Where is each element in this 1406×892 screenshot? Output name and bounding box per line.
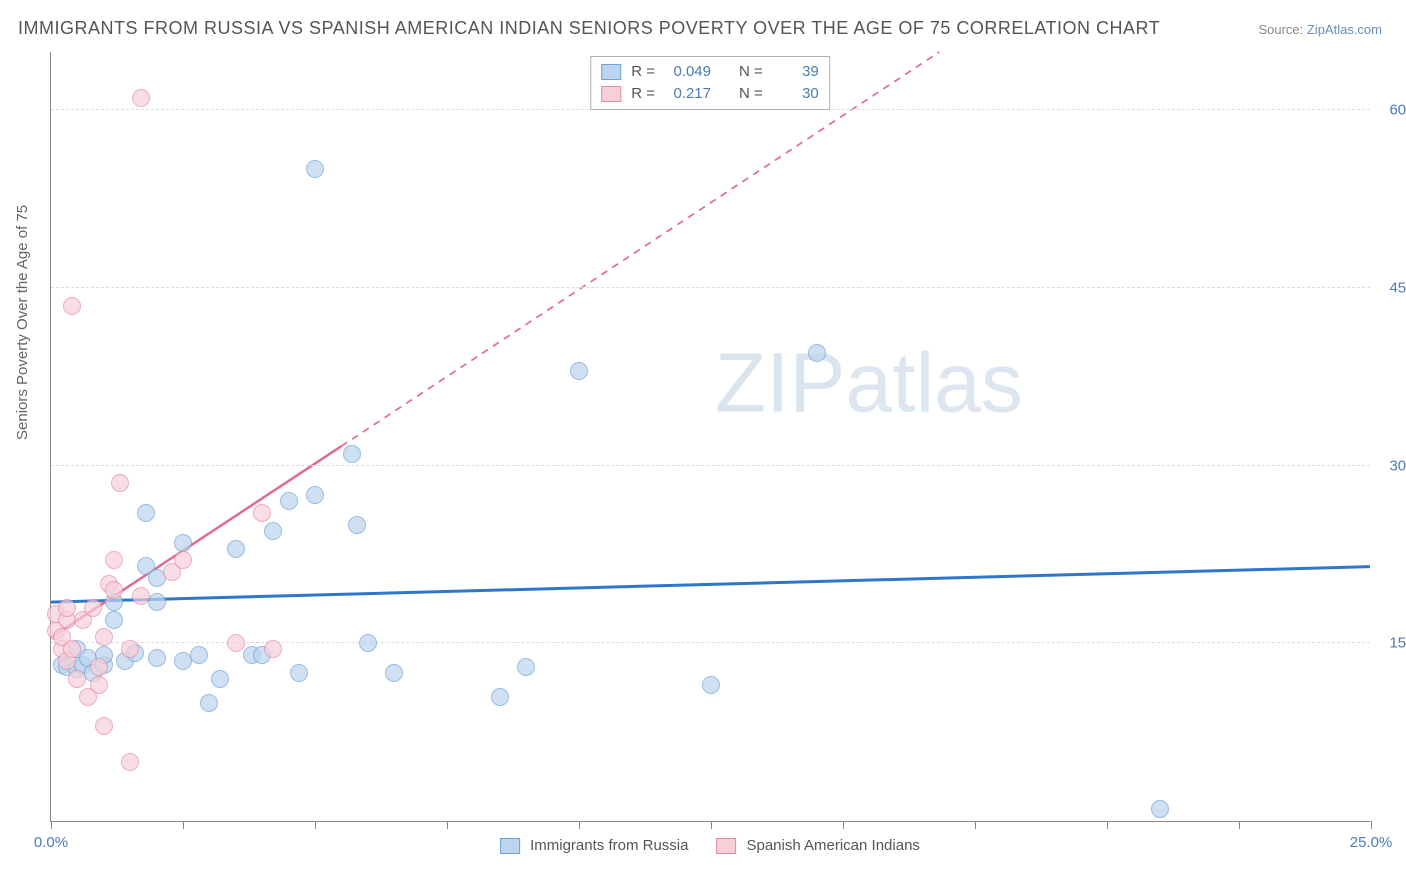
x-tick xyxy=(1371,821,1372,829)
x-tick-label: 25.0% xyxy=(1350,834,1393,851)
data-point xyxy=(58,599,76,617)
data-point xyxy=(306,160,324,178)
data-point xyxy=(702,676,720,694)
watermark-thin: atlas xyxy=(845,335,1022,429)
data-point xyxy=(1151,800,1169,818)
legend-swatch xyxy=(716,838,736,854)
r-label: R = xyxy=(631,61,655,83)
data-point xyxy=(570,362,588,380)
x-tick xyxy=(579,821,580,829)
data-point xyxy=(121,640,139,658)
data-point xyxy=(111,474,129,492)
x-tick xyxy=(315,821,316,829)
n-label: N = xyxy=(739,61,763,83)
x-tick xyxy=(183,821,184,829)
legend-label: Spanish American Indians xyxy=(746,837,919,854)
data-point xyxy=(174,551,192,569)
data-point xyxy=(264,640,282,658)
n-value: 39 xyxy=(771,61,819,83)
data-point xyxy=(90,676,108,694)
stat-legend-row: R = 0.217 N = 30 xyxy=(601,83,819,105)
data-point xyxy=(63,297,81,315)
plot-area: ZIPatlas 15.0%30.0%45.0%60.0%0.0%25.0% R… xyxy=(50,52,1370,822)
n-value: 30 xyxy=(771,83,819,105)
data-point xyxy=(359,634,377,652)
data-point xyxy=(121,753,139,771)
data-point xyxy=(253,504,271,522)
data-point xyxy=(90,658,108,676)
legend-swatch xyxy=(601,64,621,80)
data-point xyxy=(808,344,826,362)
x-tick-label: 0.0% xyxy=(34,834,68,851)
legend-item: Immigrants from Russia xyxy=(500,837,688,854)
data-point xyxy=(200,694,218,712)
bottom-legend: Immigrants from Russia Spanish American I… xyxy=(500,837,920,854)
data-point xyxy=(137,504,155,522)
data-point xyxy=(63,640,81,658)
source-prefix: Source: xyxy=(1258,22,1306,37)
watermark: ZIPatlas xyxy=(715,334,1023,431)
x-tick xyxy=(843,821,844,829)
r-label: R = xyxy=(631,83,655,105)
data-point xyxy=(105,551,123,569)
chart-title: IMMIGRANTS FROM RUSSIA VS SPANISH AMERIC… xyxy=(18,18,1160,39)
x-tick xyxy=(975,821,976,829)
data-point xyxy=(190,646,208,664)
r-value: 0.217 xyxy=(663,83,711,105)
y-tick-label: 60.0% xyxy=(1389,102,1406,119)
data-point xyxy=(385,664,403,682)
data-point xyxy=(132,587,150,605)
data-point xyxy=(148,649,166,667)
data-point xyxy=(132,89,150,107)
x-tick xyxy=(1239,821,1240,829)
data-point xyxy=(264,522,282,540)
data-point xyxy=(105,611,123,629)
x-tick xyxy=(51,821,52,829)
data-point xyxy=(517,658,535,676)
y-tick-label: 15.0% xyxy=(1389,635,1406,652)
x-tick xyxy=(1107,821,1108,829)
data-point xyxy=(227,634,245,652)
data-point xyxy=(95,628,113,646)
y-tick-label: 30.0% xyxy=(1389,457,1406,474)
plot-inner: ZIPatlas 15.0%30.0%45.0%60.0%0.0%25.0% xyxy=(50,52,1370,822)
data-point xyxy=(84,599,102,617)
data-point xyxy=(105,581,123,599)
n-label: N = xyxy=(739,83,763,105)
trend-lines xyxy=(51,52,1370,821)
source-link[interactable]: ZipAtlas.com xyxy=(1307,22,1382,37)
y-tick-label: 45.0% xyxy=(1389,279,1406,296)
gridline xyxy=(51,287,1370,288)
data-point xyxy=(306,486,324,504)
gridline xyxy=(51,642,1370,643)
legend-label: Immigrants from Russia xyxy=(530,837,688,854)
gridline xyxy=(51,465,1370,466)
data-point xyxy=(280,492,298,510)
data-point xyxy=(148,593,166,611)
y-axis-label: Seniors Poverty Over the Age of 75 xyxy=(14,205,31,440)
r-value: 0.049 xyxy=(663,61,711,83)
data-point xyxy=(95,717,113,735)
data-point xyxy=(227,540,245,558)
chart-container: IMMIGRANTS FROM RUSSIA VS SPANISH AMERIC… xyxy=(0,0,1406,892)
stat-legend-row: R = 0.049 N = 39 xyxy=(601,61,819,83)
data-point xyxy=(348,516,366,534)
data-point xyxy=(68,670,86,688)
stat-legend: R = 0.049 N = 39 R = 0.217 N = 30 xyxy=(590,56,830,110)
x-tick xyxy=(447,821,448,829)
data-point xyxy=(290,664,308,682)
data-point xyxy=(211,670,229,688)
legend-item: Spanish American Indians xyxy=(716,837,919,854)
legend-swatch xyxy=(601,86,621,102)
legend-swatch xyxy=(500,838,520,854)
source-attribution: Source: ZipAtlas.com xyxy=(1258,22,1382,37)
data-point xyxy=(491,688,509,706)
data-point xyxy=(343,445,361,463)
data-point xyxy=(174,534,192,552)
x-tick xyxy=(711,821,712,829)
watermark-bold: ZIP xyxy=(715,335,846,429)
